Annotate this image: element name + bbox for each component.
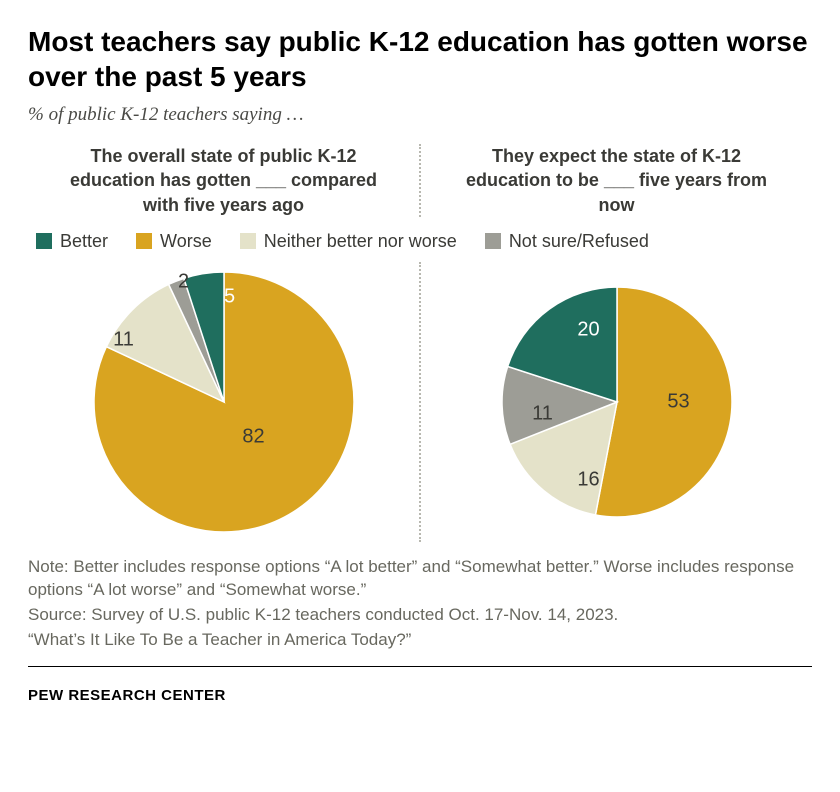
slice-label: 20 <box>577 318 599 341</box>
charts-row: 82 11 2 5 53 16 11 20 <box>28 262 812 542</box>
chart-left: 82 11 2 5 <box>28 262 419 542</box>
legend-label: Worse <box>160 231 212 252</box>
footer-rule <box>28 666 812 667</box>
slice-label: 11 <box>532 402 553 425</box>
slice-label: 53 <box>667 390 689 413</box>
slice-label: 11 <box>113 328 134 351</box>
legend-swatch <box>36 233 52 249</box>
chart-subtitle: % of public K-12 teachers saying … <box>28 104 812 126</box>
legend-label: Neither better nor worse <box>264 231 457 252</box>
legend-swatch <box>240 233 256 249</box>
source-text: Source: Survey of U.S. public K-12 teach… <box>28 604 812 627</box>
legend-swatch <box>485 233 501 249</box>
legend-label: Not sure/Refused <box>509 231 649 252</box>
legend-label: Better <box>60 231 108 252</box>
legend: Better Worse Neither better nor worse Not s… <box>28 231 812 252</box>
chart-right: 53 16 11 20 <box>421 262 812 542</box>
question-left: The overall state of public K-12 educati… <box>28 144 419 217</box>
legend-item: Worse <box>136 231 212 252</box>
legend-item: Not sure/Refused <box>485 231 649 252</box>
legend-item: Neither better nor worse <box>240 231 457 252</box>
legend-item: Better <box>36 231 108 252</box>
slice-label: 2 <box>178 270 189 293</box>
report-text: “What’s It Like To Be a Teacher in Ameri… <box>28 629 812 652</box>
chart-title: Most teachers say public K-12 education … <box>28 24 812 94</box>
question-right: They expect the state of K-12 education … <box>421 144 812 217</box>
note-text: Note: Better includes response options “… <box>28 556 812 602</box>
legend-swatch <box>136 233 152 249</box>
slice-label: 16 <box>577 468 599 491</box>
pie-chart <box>94 272 354 532</box>
footer-org: PEW RESEARCH CENTER <box>28 687 812 704</box>
question-row: The overall state of public K-12 educati… <box>28 144 812 217</box>
slice-label: 5 <box>224 285 235 308</box>
slice-label: 82 <box>242 425 264 448</box>
